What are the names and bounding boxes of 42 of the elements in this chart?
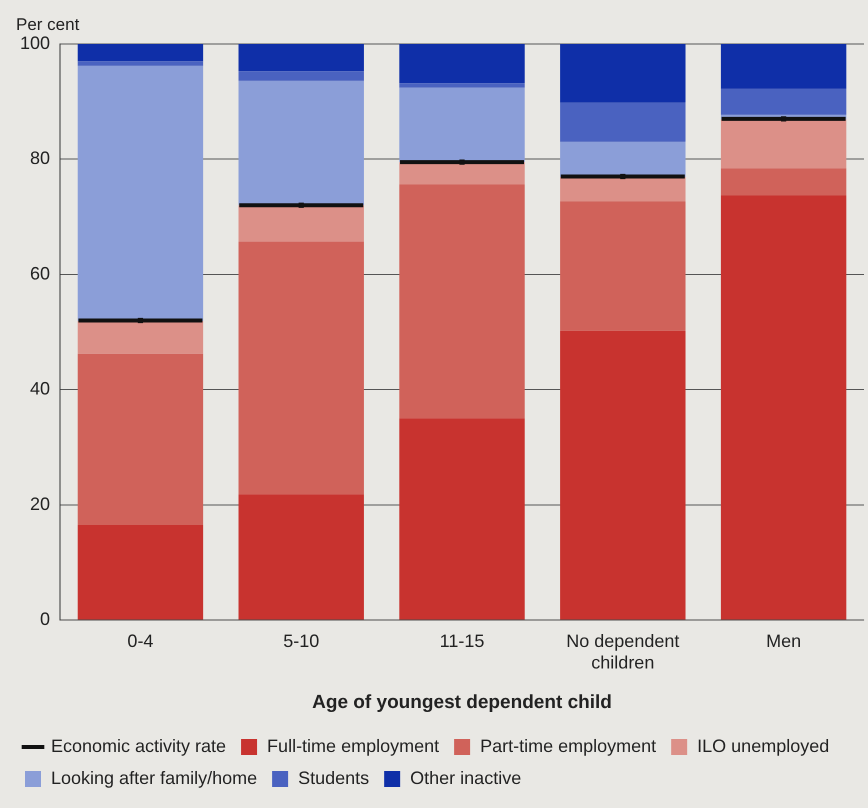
y-tick-label: 20	[30, 494, 50, 514]
bar	[78, 524, 204, 620]
bar	[399, 44, 525, 84]
bar	[238, 494, 364, 620]
bar	[720, 44, 846, 89]
bar	[560, 44, 686, 103]
y-tick-label: 0	[40, 608, 50, 629]
bar	[560, 330, 686, 620]
bar	[399, 184, 525, 418]
y-tick-label: 60	[30, 263, 50, 284]
legend-label: Full-time employment	[267, 736, 440, 756]
bar	[78, 44, 204, 62]
legend-label: Students	[298, 768, 370, 788]
legend-label: Looking after family/home	[51, 768, 258, 788]
bar	[560, 201, 686, 331]
bar	[399, 83, 525, 88]
bar	[720, 88, 846, 115]
bar	[720, 195, 846, 620]
bar	[78, 66, 204, 322]
legend-label: Other inactive	[410, 768, 522, 788]
bar	[238, 44, 364, 72]
x-tick-label: 5-10	[283, 630, 320, 651]
x-axis-title: Age of youngest dependent child	[312, 692, 612, 713]
bar	[238, 242, 364, 494]
legend-label: Economic activity rate	[51, 736, 226, 756]
bar	[399, 418, 525, 620]
bar	[78, 61, 204, 66]
bar	[560, 142, 686, 178]
y-tick-label: 80	[30, 148, 50, 168]
bar	[238, 71, 364, 81]
x-tick-label: No dependent children	[566, 630, 680, 672]
bar	[78, 354, 204, 525]
x-tick-label: 11-15	[440, 630, 484, 651]
bar	[720, 168, 846, 196]
x-tick-label: Men	[766, 630, 802, 651]
y-tick-label: 40	[30, 378, 50, 399]
x-tick-label: 0-4	[127, 630, 154, 651]
legend-label: ILO unemployed	[697, 736, 830, 756]
legend-label: Part-time employment	[480, 736, 656, 756]
y-axis-title: Per cent	[16, 15, 80, 34]
y-tick-label: 100	[20, 32, 50, 53]
bar	[560, 102, 686, 142]
